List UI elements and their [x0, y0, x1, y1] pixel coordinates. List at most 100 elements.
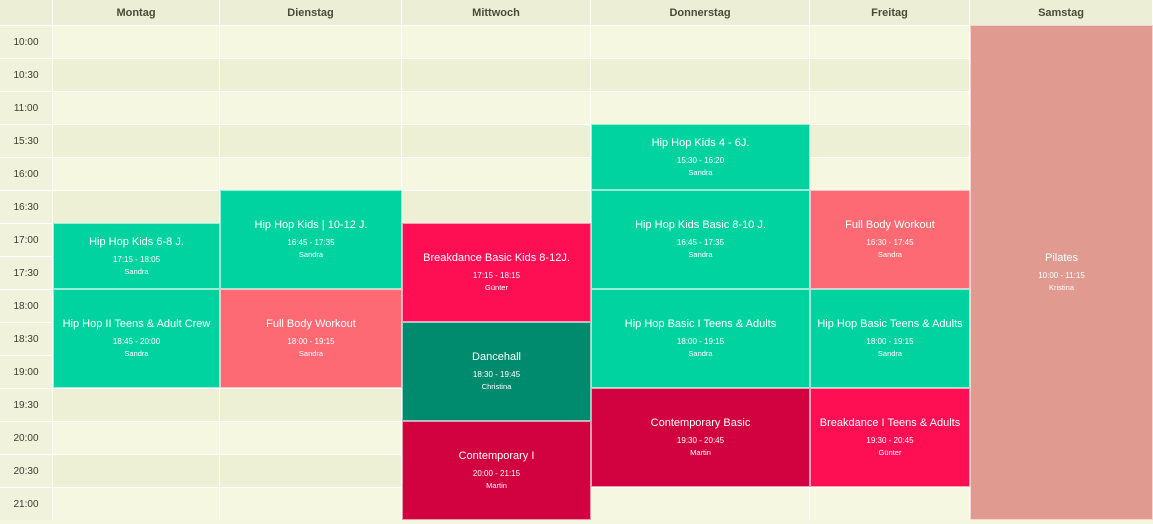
event-time: 17:15 - 18:05: [112, 254, 161, 264]
event-title: Full Body Workout: [266, 318, 356, 330]
day-header-freitag: Freitag: [810, 0, 970, 25]
event-block[interactable]: Contemporary I 20:00 - 21:15 Martin: [402, 421, 591, 520]
event-trainer: Sandra: [688, 167, 713, 177]
grid-cell: [810, 487, 970, 520]
event-title: Hip Hop Kids | 10-12 J.: [254, 219, 368, 231]
event-trainer: Sandra: [688, 349, 713, 358]
event-title: Full Body Workout: [845, 219, 935, 231]
time-label: 18:30: [0, 322, 53, 355]
grid-cell: [810, 25, 970, 58]
event-trainer: Christina: [481, 382, 512, 391]
grid-cell: [591, 487, 810, 520]
event-title: Hip Hop Basic Teens & Adults: [817, 318, 963, 330]
grid-cell: [402, 157, 591, 190]
event-time: 18:00 - 19:15: [676, 337, 725, 346]
event-block[interactable]: Dancehall 18:30 - 19:45 Christina: [402, 322, 591, 421]
grid-cell: [53, 454, 220, 487]
event-time: 18:45 - 20:00: [112, 337, 161, 346]
grid-cell: [53, 91, 220, 124]
event-block[interactable]: Full Body Workout 18:00 - 19:15 Sandra: [220, 289, 402, 388]
event-trainer: Martin: [486, 481, 507, 490]
event-block[interactable]: Hip Hop Kids 4 - 6J. 15:30 - 16:20 Sandra: [591, 124, 810, 190]
event-time: 18:30 - 19:45: [472, 370, 521, 379]
event-title: Hip Hop II Teens & Adult Crew: [62, 318, 211, 330]
event-time: 10:00 - 11:15: [1038, 271, 1085, 280]
grid-cell: [220, 157, 402, 190]
grid-cell: [220, 58, 402, 91]
event-title: Hip Hop Basic I Teens & Adults: [624, 318, 777, 330]
time-label: 11:00: [0, 91, 53, 124]
event-title: Hip Hop Kids Basic 8-10 J.: [635, 219, 766, 231]
event-title: Contemporary Basic: [650, 417, 751, 429]
grid-cell: [402, 25, 591, 58]
event-time: 19:30 - 20:45: [866, 436, 914, 445]
event-time: 16:30 - 17:45: [866, 238, 914, 247]
grid-cell: [220, 454, 402, 487]
grid-cell: [53, 58, 220, 91]
event-title: Breakdance Basic Kids 8-12J.: [423, 252, 570, 264]
day-header-mittwoch: Mittwoch: [402, 0, 591, 25]
event-time: 20:00 - 21:15: [472, 469, 521, 478]
time-label: 21:00: [0, 487, 53, 520]
event-block[interactable]: Full Body Workout 16:30 - 17:45 Sandra: [810, 190, 970, 289]
event-trainer: Sandra: [298, 250, 324, 259]
event-trainer: Sandra: [124, 266, 149, 276]
grid-cell: [53, 190, 220, 223]
event-time: 19:30 - 20:45: [676, 436, 725, 445]
event-time: 18:00 - 19:15: [866, 337, 914, 346]
event-block[interactable]: Hip Hop Kids Basic 8-10 J. 16:45 - 17:35 S…: [591, 190, 810, 289]
day-header-dienstag: Dienstag: [220, 0, 402, 25]
grid-cell: [53, 487, 220, 520]
grid-cell: [402, 190, 591, 223]
time-label: 10:00: [0, 25, 53, 58]
grid-cell: [220, 421, 402, 454]
time-label: 18:00: [0, 289, 53, 322]
grid-cell: [53, 157, 220, 190]
event-trainer: Günter: [485, 283, 508, 292]
event-trainer: Sandra: [688, 250, 713, 259]
grid-cell: [591, 58, 810, 91]
time-label: 19:30: [0, 388, 53, 421]
grid-cell: [810, 157, 970, 190]
event-time: 16:45 - 17:35: [676, 238, 725, 247]
grid-cell: [591, 25, 810, 58]
grid-cell: [810, 124, 970, 157]
grid-cell: [53, 124, 220, 157]
event-block[interactable]: Hip Hop Basic Teens & Adults 18:00 - 19:1…: [810, 289, 970, 388]
event-trainer: Martin: [690, 448, 711, 457]
grid-cell: [220, 388, 402, 421]
event-block[interactable]: Contemporary Basic 19:30 - 20:45 Martin: [591, 388, 810, 487]
header-corner: [0, 0, 53, 25]
day-header-samstag: Samstag: [970, 0, 1153, 25]
grid-cell: [402, 124, 591, 157]
time-label: 20:00: [0, 421, 53, 454]
event-block[interactable]: Breakdance I Teens & Adults 19:30 - 20:45…: [810, 388, 970, 487]
event-block[interactable]: Hip Hop Kids | 10-12 J. 16:45 - 17:35 Sand…: [220, 190, 402, 289]
event-trainer: Sandra: [877, 250, 903, 259]
event-time: 17:15 - 18:15: [472, 271, 521, 280]
time-label: 19:00: [0, 355, 53, 388]
event-trainer: Sandra: [124, 349, 149, 358]
day-header-donnerstag: Donnerstag: [591, 0, 810, 25]
event-block[interactable]: Hip Hop II Teens & Adult Crew 18:45 - 20:…: [53, 289, 220, 388]
event-block[interactable]: Breakdance Basic Kids 8-12J. 17:15 - 18:1…: [402, 223, 591, 322]
event-block[interactable]: Pilates 10:00 - 11:15 Kristina: [970, 25, 1153, 520]
grid-cell: [591, 91, 810, 124]
grid-cell: [402, 58, 591, 91]
event-trainer: Günter: [878, 448, 902, 457]
time-label: 17:00: [0, 223, 53, 256]
event-time: 18:00 - 19:15: [287, 337, 335, 346]
event-block[interactable]: Hip Hop Basic I Teens & Adults 18:00 - 19…: [591, 289, 810, 388]
grid-cell: [53, 421, 220, 454]
time-label: 15:30: [0, 124, 53, 157]
event-trainer: Kristina: [1048, 283, 1074, 292]
event-time: 15:30 - 16:20: [676, 155, 725, 165]
grid-cell: [402, 91, 591, 124]
day-header-montag: Montag: [53, 0, 220, 25]
time-label: 16:00: [0, 157, 53, 190]
time-label: 10:30: [0, 58, 53, 91]
event-block[interactable]: Hip Hop Kids 6-8 J. 17:15 - 18:05 Sandra: [53, 223, 220, 289]
grid-cell: [53, 25, 220, 58]
event-title: Hip Hop Kids 4 - 6J.: [651, 136, 750, 149]
